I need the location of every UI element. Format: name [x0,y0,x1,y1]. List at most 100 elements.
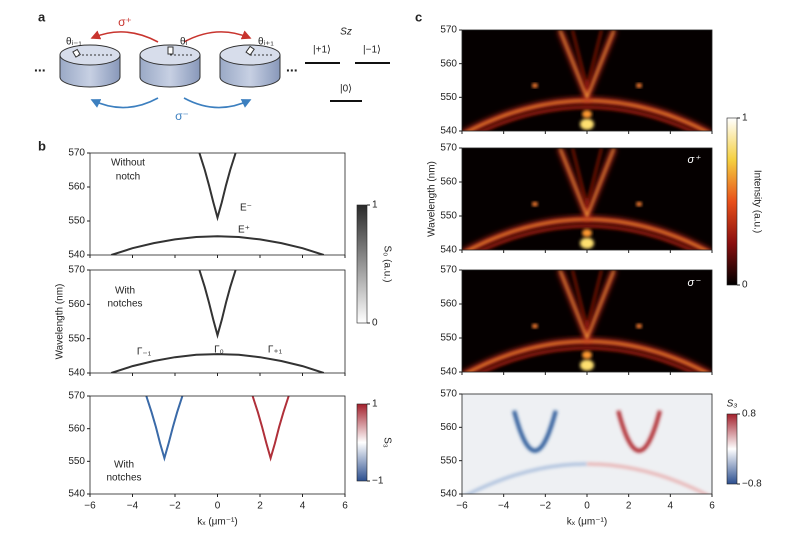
x-tick-label: 6 [709,501,715,512]
heatmap-glow [559,270,615,341]
y-tick-label: 540 [440,489,457,500]
y-tick-label: 560 [440,422,457,433]
colorbar-tick-label: 0.8 [742,409,756,420]
y-tick-label: 550 [440,92,457,103]
colorbar-tick-label: 1 [372,200,378,211]
x-tick-label: 4 [668,501,674,512]
heatmap-glow [616,410,662,453]
annotation: σ⁺ [688,154,702,166]
colorbar-tick-label: 0 [742,280,748,291]
x-tick-label: 2 [257,501,263,512]
theta: θᵢ [180,37,188,48]
state: |−1⟩ [363,45,381,56]
series-line [251,396,290,462]
y-tick-label: 560 [68,182,85,193]
y-axis-label: Wavelength (nm) [427,161,438,237]
heatmap-glow [479,105,695,131]
heatmap-spot [580,237,594,249]
x-tick-label: −2 [169,501,181,512]
theta: θᵢ₋₁ [66,37,82,48]
annotation: notches [107,299,142,310]
annotation: Γ₊₁ [268,345,283,356]
heatmap-glow [559,30,615,100]
colorbar-label: S₀ (a.u.) [381,246,392,283]
plot-area [110,270,325,373]
state: |+1⟩ [313,45,331,56]
annotation: σ⁻ [688,277,702,289]
series-line [110,235,325,255]
y-tick-label: 560 [440,177,457,188]
x-axis-label: kₓ (μm⁻¹) [567,517,607,528]
plot-area [462,394,712,494]
ellipsis: ... [34,59,46,75]
plot-area [145,396,290,462]
y-tick-label: 540 [68,250,85,261]
series-line [198,153,237,222]
x-tick-label: 2 [626,501,632,512]
y-tick-label: 550 [440,333,457,344]
heatmap-glow [571,270,603,329]
annotation: E⁻ [240,203,252,214]
heatmap-glow [465,462,587,494]
colorbar-label: S₃ [381,437,392,448]
x-tick-label: −2 [540,501,552,512]
heatmap-glow [571,148,603,207]
heatmap-glow [512,410,558,453]
x-tick-label: −6 [84,501,96,512]
heatmap-spot [582,110,592,119]
annotation: Γ₋₁ [137,347,152,358]
x-tick-label: 4 [300,501,306,512]
annotation: Γ₀ [214,345,224,356]
y-tick-label: 540 [68,368,85,379]
heatmap-glow [587,462,709,494]
colorbar-label: Intensity (a.u.) [751,170,762,233]
y-tick-label: 560 [68,299,85,310]
colorbar-tick-label: −1 [372,476,384,487]
annotation: E⁺ [238,225,250,236]
heatmap-spot [531,83,538,88]
colorbar [356,204,368,324]
heatmap-spot [580,118,594,130]
panel-label: c [415,9,422,24]
ellipsis: ... [286,59,298,75]
y-tick-label: 540 [68,489,85,500]
y-tick-label: 570 [440,143,457,154]
y-tick-label: 560 [68,423,85,434]
heatmap-spot [636,83,643,88]
heatmap-spot [531,201,538,207]
annotation: notch [116,172,140,183]
y-tick-label: 570 [68,265,85,276]
sigma-minus: σ⁻ [175,109,189,123]
y-tick-label: 540 [440,245,457,256]
y-tick-label: 570 [68,391,85,402]
heatmap-glow [571,30,603,88]
colorbar [726,413,738,485]
y-tick-label: 570 [440,265,457,276]
sigma-plus: σ⁺ [118,15,132,29]
state: |0⟩ [340,84,352,95]
annotation: Without [111,158,145,169]
series-line [145,396,184,462]
x-tick-label: 0 [215,501,221,512]
heatmap-glow [559,148,615,219]
heatmap-spot [636,201,643,207]
annotation: notches [106,473,141,484]
sz-label: Sz [340,27,352,38]
y-tick-label: 550 [68,333,85,344]
x-tick-label: −4 [127,501,139,512]
x-axis-label: kₓ (μm⁻¹) [197,517,237,528]
y-tick-label: 550 [68,456,85,467]
colorbar-tick-label: 1 [372,399,378,410]
colorbar-label: S₃ [727,399,738,410]
y-tick-label: 550 [440,211,457,222]
heatmap-spot [580,359,594,371]
y-tick-label: 560 [440,58,457,69]
y-tick-label: 570 [440,389,457,400]
colorbar [726,117,738,286]
colorbar [356,403,368,482]
x-tick-label: 6 [342,501,348,512]
theta: θᵢ₊₁ [258,37,274,48]
plot-area [462,148,712,250]
x-tick-label: −4 [498,501,510,512]
y-tick-label: 550 [68,216,85,227]
